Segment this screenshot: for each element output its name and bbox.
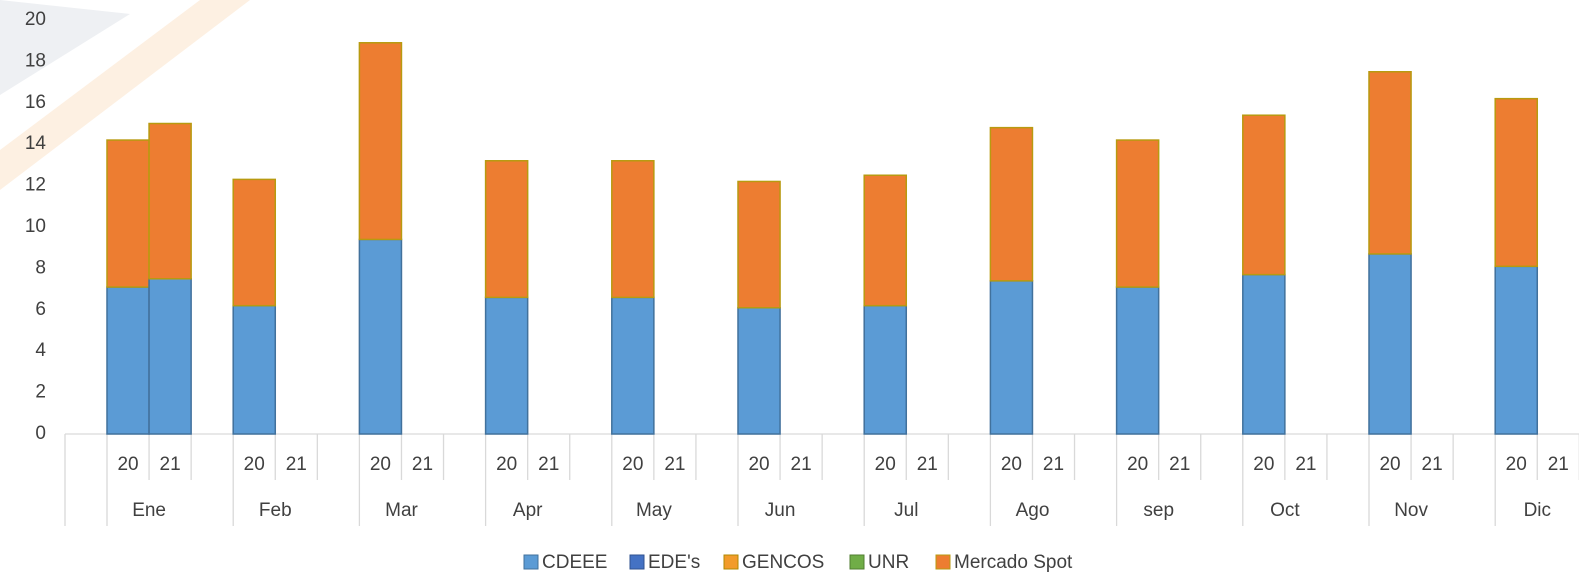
x-tick-label: 21	[1548, 454, 1569, 475]
bar-segment	[863, 174, 908, 307]
bar-segment	[611, 296, 655, 435]
bar-segment	[106, 139, 150, 288]
legend-swatch	[935, 554, 951, 570]
bar-segment	[148, 278, 192, 435]
group-label: Mar	[385, 500, 418, 521]
legend-swatch	[849, 554, 865, 570]
group-label: Ago	[1016, 500, 1050, 521]
bar-segment	[737, 180, 781, 309]
y-tick-label: 20	[25, 9, 46, 30]
x-tick-label: 20	[748, 454, 769, 475]
y-tick-label: 8	[35, 257, 46, 278]
y-tick-label: 4	[35, 340, 46, 361]
bar-segment	[1115, 139, 1160, 288]
bar-segment	[989, 126, 1034, 282]
x-tick-label: 21	[1422, 454, 1443, 475]
y-tick-label: 10	[25, 216, 46, 237]
x-tick-label: 21	[286, 454, 307, 475]
group-label: Jun	[765, 500, 796, 521]
y-tick-label: 2	[35, 382, 46, 403]
bar-segment	[148, 122, 192, 280]
bar-segment	[358, 238, 403, 435]
group-label: Nov	[1394, 500, 1428, 521]
x-tick-label: 20	[496, 454, 517, 475]
legend-label: CDEEE	[542, 552, 607, 573]
y-tick-label: 14	[25, 133, 47, 154]
bar-segment	[232, 304, 277, 435]
watermark	[0, 0, 250, 190]
x-tick-label: 20	[875, 454, 896, 475]
y-tick-label: 12	[25, 175, 46, 196]
bar-segment	[1368, 253, 1412, 435]
x-tick-label: 20	[1379, 454, 1400, 475]
group-label: Apr	[513, 500, 543, 521]
x-tick-label: 20	[370, 454, 391, 475]
x-tick-label: 20	[1253, 454, 1274, 475]
legend-label: UNR	[868, 552, 909, 573]
watermark	[0, 0, 130, 95]
legend-label: Mercado Spot	[954, 552, 1073, 573]
y-tick-label: 18	[25, 50, 46, 71]
group-label: May	[636, 500, 672, 521]
x-tick-label: 21	[1169, 454, 1190, 475]
legend-label: GENCOS	[742, 552, 824, 573]
group-label: Oct	[1270, 500, 1300, 521]
bar-segment	[1242, 114, 1286, 276]
legend-swatch	[523, 554, 539, 570]
x-tick-label: 20	[117, 454, 138, 475]
x-tick-label: 20	[1001, 454, 1022, 475]
bar-segment	[1242, 273, 1286, 435]
legend-swatch	[629, 554, 645, 570]
x-tick-label: 20	[244, 454, 265, 475]
x-tick-label: 21	[664, 454, 685, 475]
x-tick-label: 21	[538, 454, 559, 475]
x-tick-label: 21	[1295, 454, 1316, 475]
y-tick-label: 0	[35, 423, 46, 444]
bar-segment	[232, 178, 277, 307]
bar-segment	[611, 160, 655, 299]
x-tick-label: 21	[160, 454, 181, 475]
x-tick-label: 21	[791, 454, 812, 475]
bar-segment	[737, 306, 781, 435]
group-label: Ene	[132, 500, 166, 521]
x-tick-label: 20	[1506, 454, 1527, 475]
legend-label: EDE's	[648, 552, 700, 573]
group-label: Feb	[259, 500, 292, 521]
group-label: Jul	[894, 500, 918, 521]
x-tick-label: 20	[1127, 454, 1148, 475]
bar-segment	[1494, 97, 1539, 268]
x-tick-label: 21	[412, 454, 433, 475]
bar-segment	[484, 160, 529, 299]
x-tick-label: 21	[917, 454, 938, 475]
legend-swatch	[723, 554, 739, 570]
y-tick-label: 16	[25, 92, 46, 113]
x-tick-label: 21	[1043, 454, 1064, 475]
bar-segment	[1368, 71, 1412, 255]
group-label: sep	[1143, 500, 1174, 521]
y-tick-label: 6	[35, 299, 46, 320]
group-label: Dic	[1524, 500, 1551, 521]
bar-segment	[989, 280, 1034, 435]
bar-segment	[863, 304, 908, 435]
bar-segment	[358, 42, 403, 241]
bar-segment	[1115, 286, 1160, 435]
x-tick-label: 20	[622, 454, 643, 475]
bar-segment	[484, 296, 529, 435]
bar-segment	[1494, 265, 1539, 435]
bar-segment	[106, 286, 150, 435]
